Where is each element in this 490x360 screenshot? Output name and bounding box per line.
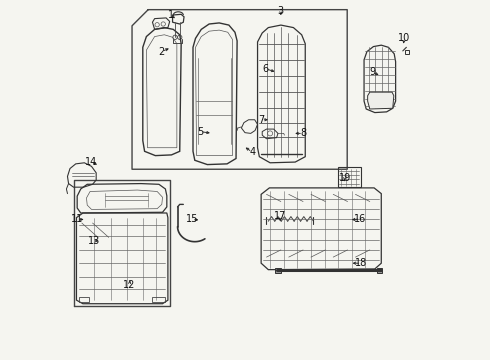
Text: 11: 11 <box>71 215 83 224</box>
Polygon shape <box>368 92 394 109</box>
Text: 13: 13 <box>88 236 100 246</box>
Text: 9: 9 <box>369 67 376 77</box>
Text: 3: 3 <box>278 6 284 16</box>
Text: 6: 6 <box>263 64 269 74</box>
Text: 16: 16 <box>354 214 367 224</box>
Text: 1: 1 <box>169 10 174 20</box>
Polygon shape <box>275 268 281 273</box>
Text: 10: 10 <box>398 33 410 43</box>
Text: 14: 14 <box>85 157 97 167</box>
Text: 7: 7 <box>258 115 265 125</box>
Text: 17: 17 <box>274 211 286 221</box>
Text: 12: 12 <box>123 280 136 290</box>
Text: 15: 15 <box>186 215 198 224</box>
Text: 4: 4 <box>249 147 255 157</box>
Text: 18: 18 <box>355 258 368 268</box>
Polygon shape <box>377 268 382 273</box>
Text: 8: 8 <box>300 129 306 138</box>
Text: 2: 2 <box>159 46 165 57</box>
Text: 5: 5 <box>197 127 203 136</box>
Text: 19: 19 <box>339 173 351 183</box>
